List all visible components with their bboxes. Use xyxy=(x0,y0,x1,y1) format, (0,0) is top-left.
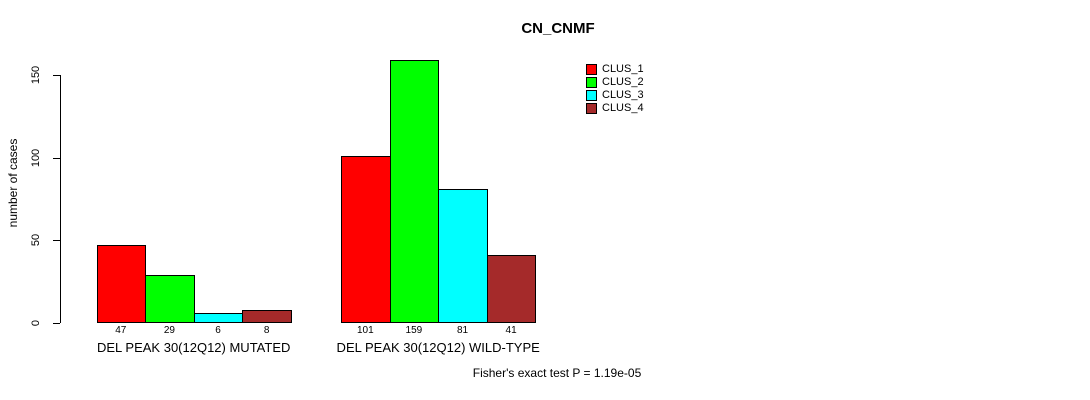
bar-value-label: 6 xyxy=(215,325,221,336)
y-axis-tick xyxy=(52,157,60,159)
y-axis-tick-label: 50 xyxy=(30,234,42,247)
bar-value-label: 8 xyxy=(263,325,270,336)
bar-value-label: 81 xyxy=(456,325,469,336)
bar-CLUS_3 xyxy=(438,189,488,323)
legend-swatch-CLUS_2 xyxy=(586,77,597,88)
legend-item-CLUS_4: CLUS_4 xyxy=(586,102,644,115)
bar-CLUS_2 xyxy=(389,60,440,323)
bar-value-label: 47 xyxy=(115,325,127,336)
bar-value-label: 29 xyxy=(163,325,175,336)
legend: CLUS_1 CLUS_2 CLUS_3 CLUS_4 xyxy=(586,63,644,115)
legend-swatch-CLUS_3 xyxy=(586,90,597,101)
y-axis-tick-label: 150 xyxy=(30,65,42,85)
legend-label: CLUS_4 xyxy=(602,102,644,114)
legend-item-CLUS_1: CLUS_1 xyxy=(586,63,644,76)
legend-label: CLUS_1 xyxy=(602,63,644,75)
legend-item-CLUS_3: CLUS_3 xyxy=(586,89,644,102)
bar-CLUS_1 xyxy=(96,245,147,323)
y-axis-tick-label: 100 xyxy=(30,148,42,167)
legend-swatch-CLUS_1 xyxy=(586,64,597,75)
bar-CLUS_2 xyxy=(145,275,195,323)
legend-item-CLUS_2: CLUS_2 xyxy=(586,76,644,89)
y-axis-tick xyxy=(52,240,60,242)
bar-CLUS_4 xyxy=(242,309,292,323)
legend-label: CLUS_2 xyxy=(602,76,644,88)
bar-CLUS_1 xyxy=(341,156,391,323)
bar-CLUS_3 xyxy=(193,313,244,323)
bar-value-label: 101 xyxy=(356,325,374,336)
legend-label: CLUS_3 xyxy=(602,89,644,101)
bar-value-label: 41 xyxy=(505,325,517,336)
y-axis-title: number of cases xyxy=(6,138,20,228)
y-axis-tick xyxy=(52,75,60,76)
y-axis-tick xyxy=(52,323,60,324)
legend-swatch-CLUS_4 xyxy=(586,103,597,114)
category-label: DEL PEAK 30(12Q12) MUTATED xyxy=(97,340,291,355)
bar-value-label: 159 xyxy=(405,325,423,336)
y-axis-tick-label: 0 xyxy=(30,319,42,327)
y-axis-line xyxy=(59,75,61,323)
fisher-test-annotation: Fisher's exact test P = 1.19e-05 xyxy=(472,366,642,380)
category-label: DEL PEAK 30(12Q12) WILD-TYPE xyxy=(336,340,540,355)
chart-title: CN_CNMF xyxy=(521,20,595,37)
bar-CLUS_4 xyxy=(486,255,537,323)
